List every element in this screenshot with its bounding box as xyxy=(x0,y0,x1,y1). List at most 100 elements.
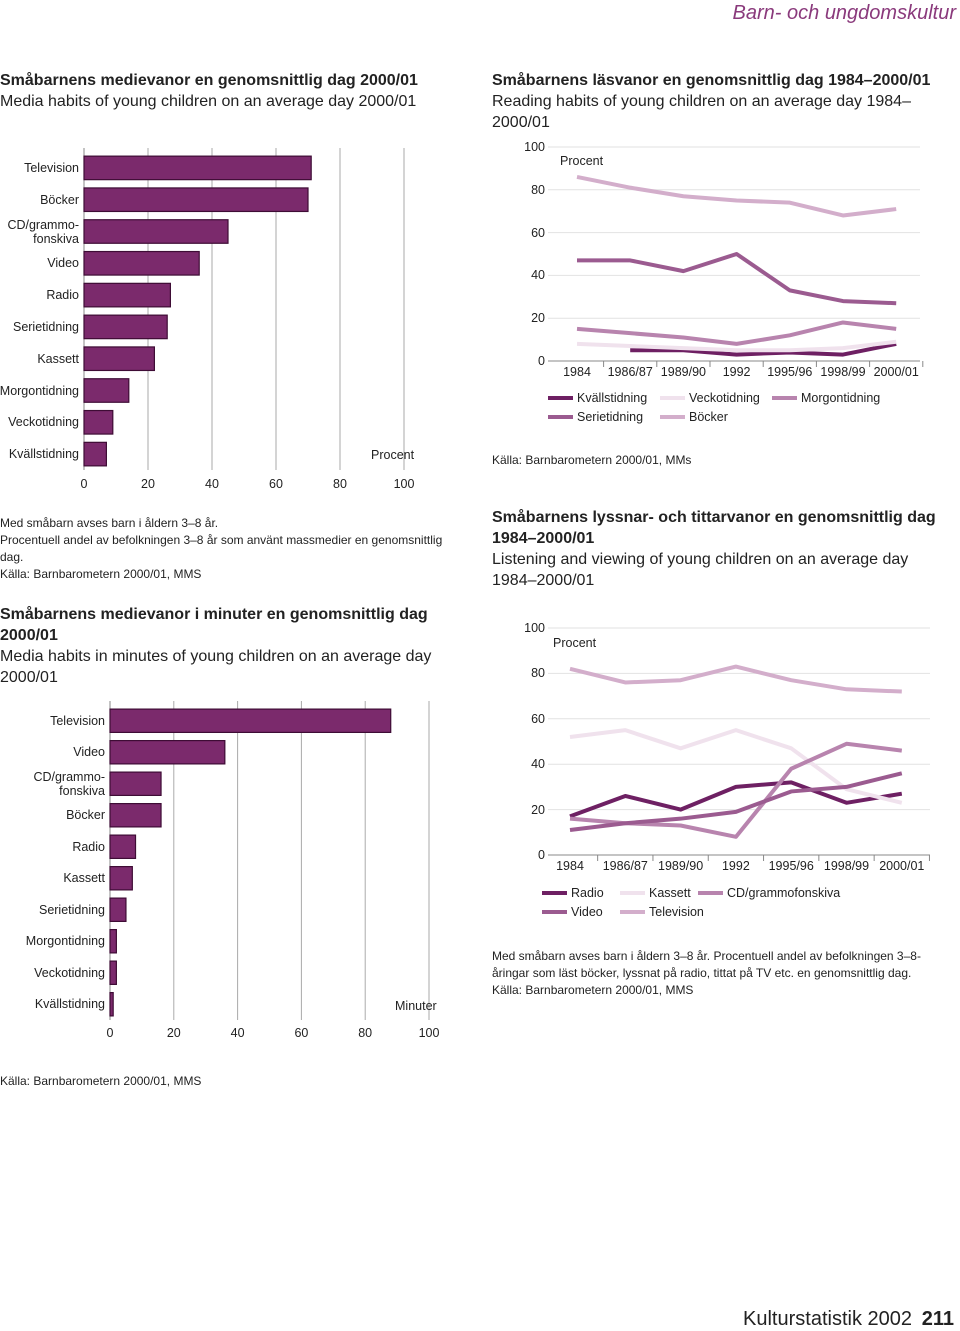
category-label: Kvällstidning xyxy=(34,997,105,1012)
x-tick-label: 40 xyxy=(205,477,219,491)
x-tick-label: 60 xyxy=(269,477,283,491)
x-tick-label: 0 xyxy=(80,477,88,491)
chart-subtitle: Reading habits of young children on an a… xyxy=(492,93,911,131)
axis-unit-label: Procent xyxy=(553,636,597,650)
series-line xyxy=(576,174,897,218)
legend-label: Kassett xyxy=(649,886,691,900)
bar xyxy=(109,834,137,860)
bar xyxy=(109,865,133,891)
category-label: CD/grammo- fonskiva xyxy=(7,217,79,246)
bar xyxy=(83,187,309,213)
axis-unit-label: Procent xyxy=(560,154,604,168)
x-tick-label: 1986/87 xyxy=(607,365,653,379)
category-label: Kassett xyxy=(63,871,105,886)
category-label: Veckotidning xyxy=(8,415,79,430)
legend-label: CD/grammofonskiva xyxy=(727,886,841,900)
category-label: Video xyxy=(73,745,105,760)
series-line xyxy=(569,728,903,805)
x-tick-label: 2000/01 xyxy=(879,859,925,873)
x-tick-label: 1992 xyxy=(721,859,750,873)
series-line xyxy=(569,771,903,833)
series-line xyxy=(569,780,903,819)
bar xyxy=(109,708,392,734)
category-label: Veckotidning xyxy=(34,965,105,980)
x-tick-label: 100 xyxy=(418,1026,440,1040)
chart-title: Småbarnens medievanor i minuter en genom… xyxy=(0,606,428,644)
x-tick-label: 1998/99 xyxy=(823,859,870,873)
legend-label: Radio xyxy=(571,886,604,900)
chart-subtitle: Listening and viewing of young children … xyxy=(492,551,909,589)
x-tick-label: 1995/96 xyxy=(767,365,813,379)
legend-label: Kvällstidning xyxy=(577,391,648,405)
bar xyxy=(109,739,226,765)
x-tick-label: 20 xyxy=(166,1026,181,1040)
x-tick-label: 1998/99 xyxy=(820,365,866,379)
chart-title: Småbarnens medievanor en genomsnittlig d… xyxy=(0,72,418,89)
bar xyxy=(109,771,162,797)
x-tick-label: 0 xyxy=(106,1026,114,1040)
y-tick-label: 0 xyxy=(538,354,545,368)
legend-label: Serietidning xyxy=(577,410,644,424)
category-label: Kvällstidning xyxy=(8,447,79,462)
x-tick-label: 2000/01 xyxy=(873,365,919,379)
chart-subtitle: Media habits in minutes of young childre… xyxy=(0,648,432,686)
bar xyxy=(83,219,229,244)
page-number: 211 xyxy=(921,1308,954,1330)
x-tick-label: 1995/96 xyxy=(768,859,814,873)
x-tick-label: 100 xyxy=(393,477,415,491)
source-note: Källa: Barnbarometern 2000/01, MMS xyxy=(0,567,202,581)
category-label: Television xyxy=(50,713,105,728)
note: Procentuell andel av befolkningen 3–8 år… xyxy=(0,533,443,564)
bar xyxy=(83,346,156,372)
bar xyxy=(109,991,114,1017)
series-line xyxy=(576,320,897,346)
y-tick-label: 60 xyxy=(531,711,545,726)
x-tick-label: 40 xyxy=(230,1026,245,1040)
chart-title-block: Småbarnens medievanor i minuter en genom… xyxy=(0,604,465,688)
x-tick-label: 80 xyxy=(358,1026,373,1040)
x-tick-label: 1989/90 xyxy=(658,859,704,873)
bar xyxy=(83,378,130,403)
x-tick-label: 1992 xyxy=(722,365,751,379)
y-tick-label: 60 xyxy=(531,225,545,240)
axis-unit-label: Procent xyxy=(371,448,415,462)
notes-block: Med småbarn avses barn i åldern 3–8 år. … xyxy=(492,948,942,999)
x-tick-label: 1984 xyxy=(563,365,591,379)
category-label: Morgontidning xyxy=(0,383,79,398)
category-label: Böcker xyxy=(66,808,105,823)
notes-block: Med småbarn avses barn i åldern 3–8 år. P… xyxy=(0,515,465,583)
legend-label: Video xyxy=(571,905,603,919)
category-label: Radio xyxy=(72,839,105,854)
bar xyxy=(83,409,114,435)
series-line xyxy=(630,341,897,357)
note: Med småbarn avses barn i åldern 3–8 år. xyxy=(0,516,219,530)
series-line xyxy=(576,339,897,353)
source-note: Källa: Barnbarometern 2000/01, MMs xyxy=(492,453,692,467)
chart-title: Småbarnens läsvanor en genomsnittlig dag… xyxy=(492,72,931,89)
category-label: Television xyxy=(24,160,79,175)
chart-title: Småbarnens lyssnar- och tittarvanor en g… xyxy=(492,509,936,547)
category-label: Video xyxy=(47,256,79,271)
chart-title-block: Småbarnens medievanor en genomsnittlig d… xyxy=(0,70,470,112)
bar xyxy=(83,441,107,467)
x-tick-label: 60 xyxy=(294,1026,309,1040)
category-label: Serietidning xyxy=(12,319,79,334)
x-tick-label: 1986/87 xyxy=(602,859,648,873)
note: Med småbarn avses barn i åldern 3–8 år. … xyxy=(492,949,921,980)
category-label: Morgontidning xyxy=(25,934,105,949)
y-tick-label: 100 xyxy=(524,140,545,154)
footer-title: Kulturstatistik 2002 xyxy=(743,1308,912,1330)
bar xyxy=(83,250,200,276)
y-tick-label: 80 xyxy=(531,182,545,197)
bar xyxy=(83,155,312,181)
bar xyxy=(109,802,162,828)
x-tick-label: 1989/90 xyxy=(660,365,706,379)
bar xyxy=(109,928,117,954)
legend-label: Television xyxy=(649,905,704,919)
source-note: Källa: Barnbarometern 2000/01, MMS xyxy=(0,1074,202,1088)
bar xyxy=(83,314,168,340)
bar xyxy=(83,282,172,308)
x-tick-label: 20 xyxy=(141,477,155,491)
